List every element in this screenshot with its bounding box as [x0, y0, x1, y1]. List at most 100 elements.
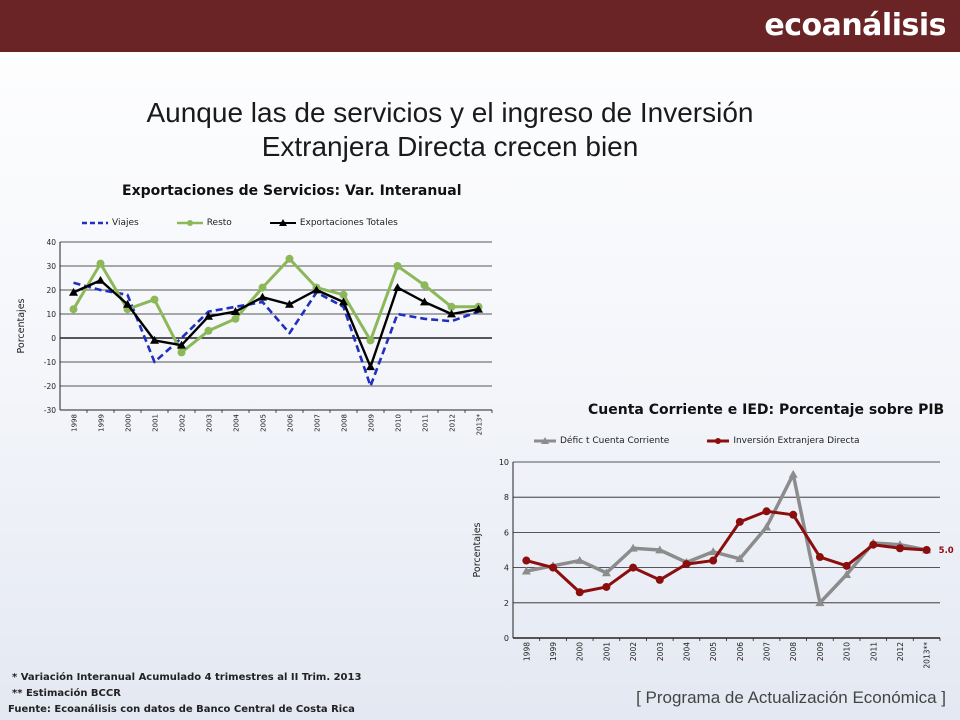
y-axis-label: Porcentajes: [472, 522, 483, 577]
x-tick-label: 2012: [896, 642, 905, 661]
footnote-2-mark: **: [12, 688, 23, 699]
x-tick-label: 2006: [287, 413, 295, 431]
data-point: [69, 287, 78, 296]
series-line-1: [72, 257, 479, 354]
x-tick-label: 2002: [179, 414, 187, 432]
data-point: [601, 568, 611, 577]
y-tick-label: -10: [44, 358, 56, 367]
chart1-legend-item-viajes: Viajes: [82, 218, 139, 228]
x-tick-label: 2004: [682, 642, 691, 661]
chart2-plot: 10 8 6 4 2 0 Porcentajes 1998 1999 2000 2001 2002 20…: [472, 458, 954, 669]
x-tick-label: 2010: [843, 642, 852, 661]
data-point: [602, 582, 611, 591]
slide-title: Aunque las de servicios y el ingreso de …: [60, 96, 840, 164]
data-point: [682, 560, 691, 569]
data-point: [339, 297, 348, 306]
chart2-title: Cuenta Corriente e IED: Porcentaje sobre…: [588, 402, 945, 418]
data-point: [150, 295, 159, 304]
x-tick-label: 2013*: [476, 414, 484, 436]
data-point: [69, 305, 78, 314]
chart1-legend-item-resto: Resto: [176, 218, 232, 228]
slide-title-line1: Aunque las de servicios y el ingreso de …: [146, 97, 754, 128]
data-point: [815, 553, 824, 562]
y-tick-label: 0: [51, 334, 56, 343]
legend-swatch-deficit: [534, 437, 556, 444]
y-tick-label: -20: [44, 382, 56, 391]
data-point: [789, 510, 798, 519]
program-label: [ Programa de Actualización Económica ]: [636, 688, 946, 707]
y-tick-label: 40: [46, 238, 56, 247]
y-tick-label: 8: [504, 493, 509, 502]
x-tick-label: 2000: [576, 642, 585, 661]
x-tick-label: 2005: [260, 414, 268, 432]
chart1-legend: Viajes Resto Exportaciones Totales: [82, 218, 436, 228]
data-point: [393, 262, 402, 270]
chart1-legend-label-totales: Exportaciones Totales: [299, 218, 398, 228]
data-point: [312, 285, 321, 294]
x-tick-label: 1999: [98, 414, 106, 432]
x-tick-label: 2003: [206, 414, 214, 432]
footnote-1: * Variación Interanual Acumulado 4 trime…: [12, 672, 361, 683]
chart1-legend-label-resto: Resto: [206, 218, 232, 228]
data-point: [258, 283, 267, 292]
y-tick-label: 30: [46, 262, 56, 271]
data-point: [762, 507, 771, 516]
chart1-title: Exportaciones de Servicios: Var. Interan…: [122, 183, 462, 199]
x-tick-label: 2003: [656, 642, 665, 661]
y-tick-label: 20: [46, 286, 56, 295]
data-point: [895, 544, 904, 553]
legend-swatch-viajes: [82, 221, 108, 225]
x-tick-label: 2001: [152, 414, 160, 432]
data-point: [96, 275, 105, 284]
data-point: [447, 302, 456, 311]
data-point: [420, 297, 429, 306]
chart1-legend-item-totales: Exportaciones Totales: [269, 218, 398, 228]
x-tick-label: 2002: [629, 642, 638, 661]
data-point: [521, 566, 531, 575]
data-point: [735, 517, 744, 526]
data-point: [842, 561, 851, 570]
series-line-0: [526, 472, 927, 605]
x-tick-label: 2007: [763, 642, 772, 661]
data-point: [204, 311, 213, 320]
x-tick-label: 2009: [368, 414, 376, 432]
data-point: [96, 259, 105, 268]
data-point: [366, 362, 375, 371]
data-point: [815, 598, 825, 607]
series-line-2: [73, 279, 479, 369]
data-point: [869, 540, 878, 549]
data-point: [709, 556, 718, 565]
data-point: [842, 570, 852, 579]
x-tick-label: 2007: [314, 414, 322, 432]
data-point: [708, 547, 718, 556]
slide-title-line2: Extranjera Directa crecen bien: [261, 131, 639, 162]
x-tick-label: 1998: [522, 642, 531, 661]
x-tick-label: 2009: [816, 642, 825, 661]
brand-logo: ecoanálisis: [764, 8, 946, 43]
chart1-legend-label-viajes: Viajes: [112, 218, 139, 228]
x-tick-label: 2004: [233, 413, 241, 431]
data-point: [922, 546, 931, 554]
chart2-legend-label-ied: Inversión Extranjera Directa: [733, 436, 860, 446]
data-point: [177, 340, 186, 349]
data-point: [788, 469, 798, 478]
y-tick-label: 10: [46, 310, 56, 319]
x-tick-label: 2001: [602, 642, 611, 661]
data-point: [231, 314, 240, 323]
data-point: [366, 336, 375, 345]
data-point: [628, 543, 638, 552]
x-tick-label: 2012: [449, 414, 457, 432]
data-point: [204, 326, 213, 335]
data-point: [339, 290, 348, 299]
source-note: Fuente: Ecoanálisis con datos de Banco C…: [8, 704, 355, 715]
chart2-legend-item-ied: Inversión Extranjera Directa: [707, 436, 860, 446]
x-tick-label: 2000: [125, 414, 133, 432]
x-tick-label: 2008: [789, 642, 798, 661]
data-point: [420, 281, 429, 290]
data-point: [150, 335, 159, 344]
x-tick-label: 2011: [869, 642, 878, 661]
x-tick-label: 1998: [71, 414, 79, 432]
x-tick-label: 2005: [709, 642, 718, 661]
x-tick-label: 2013**: [923, 642, 932, 669]
